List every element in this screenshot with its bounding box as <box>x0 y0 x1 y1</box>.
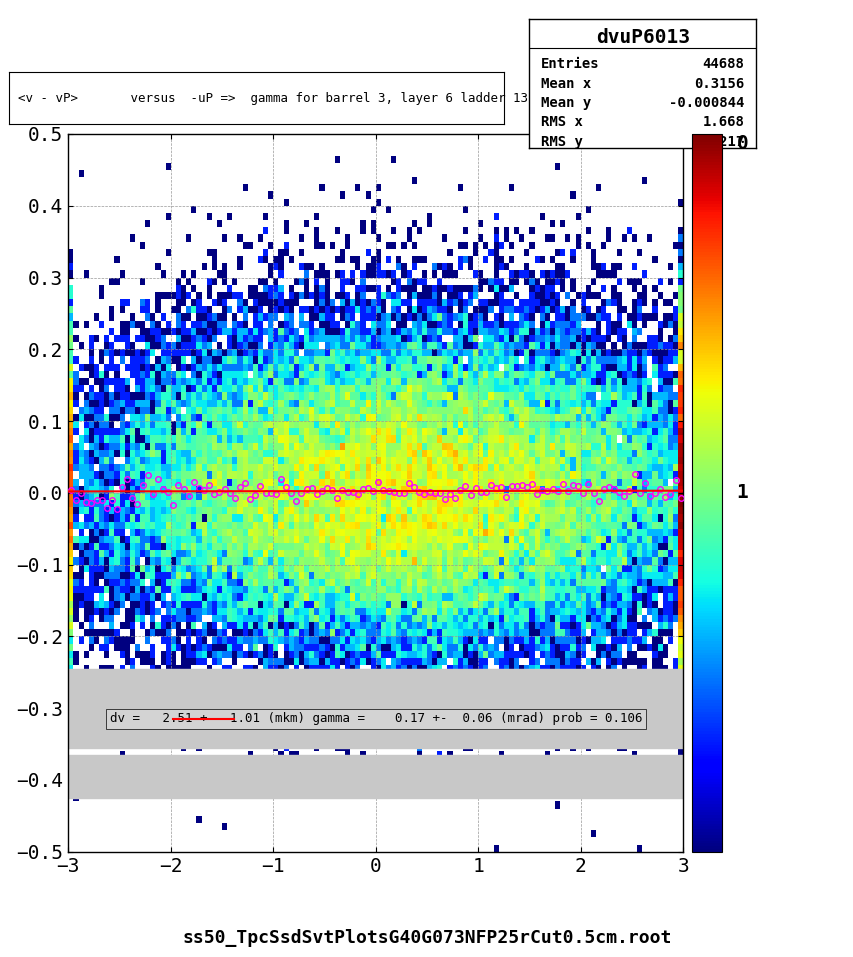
Text: 0.1217: 0.1217 <box>693 135 744 149</box>
Text: Entries: Entries <box>540 57 599 72</box>
Text: RMS x: RMS x <box>540 116 582 129</box>
Text: <v - vP>       versus  -uP =>  gamma for barrel 3, layer 6 ladder 13, all wafers: <v - vP> versus -uP => gamma for barrel … <box>19 92 618 104</box>
Text: dv =   2.51 +-  1.01 (mkm) gamma =    0.17 +-  0.06 (mrad) prob = 0.106: dv = 2.51 +- 1.01 (mkm) gamma = 0.17 +- … <box>109 712 641 725</box>
Text: RMS y: RMS y <box>540 135 582 149</box>
Text: 44688: 44688 <box>702 57 744 72</box>
Bar <box>68 669 682 747</box>
Text: -0.000844: -0.000844 <box>668 96 744 110</box>
Text: dvuP6013: dvuP6013 <box>595 28 689 47</box>
Text: 1.668: 1.668 <box>702 116 744 129</box>
Text: 1: 1 <box>736 483 747 502</box>
Text: 0: 0 <box>736 134 747 153</box>
Text: Mean x: Mean x <box>540 77 590 91</box>
Text: ss50_TpcSsdSvtPlotsG40G073NFP25rCut0.5cm.root: ss50_TpcSsdSvtPlotsG40G073NFP25rCut0.5cm… <box>182 929 671 947</box>
Text: 0.3156: 0.3156 <box>693 77 744 91</box>
Bar <box>68 755 682 798</box>
Text: Mean y: Mean y <box>540 96 590 110</box>
